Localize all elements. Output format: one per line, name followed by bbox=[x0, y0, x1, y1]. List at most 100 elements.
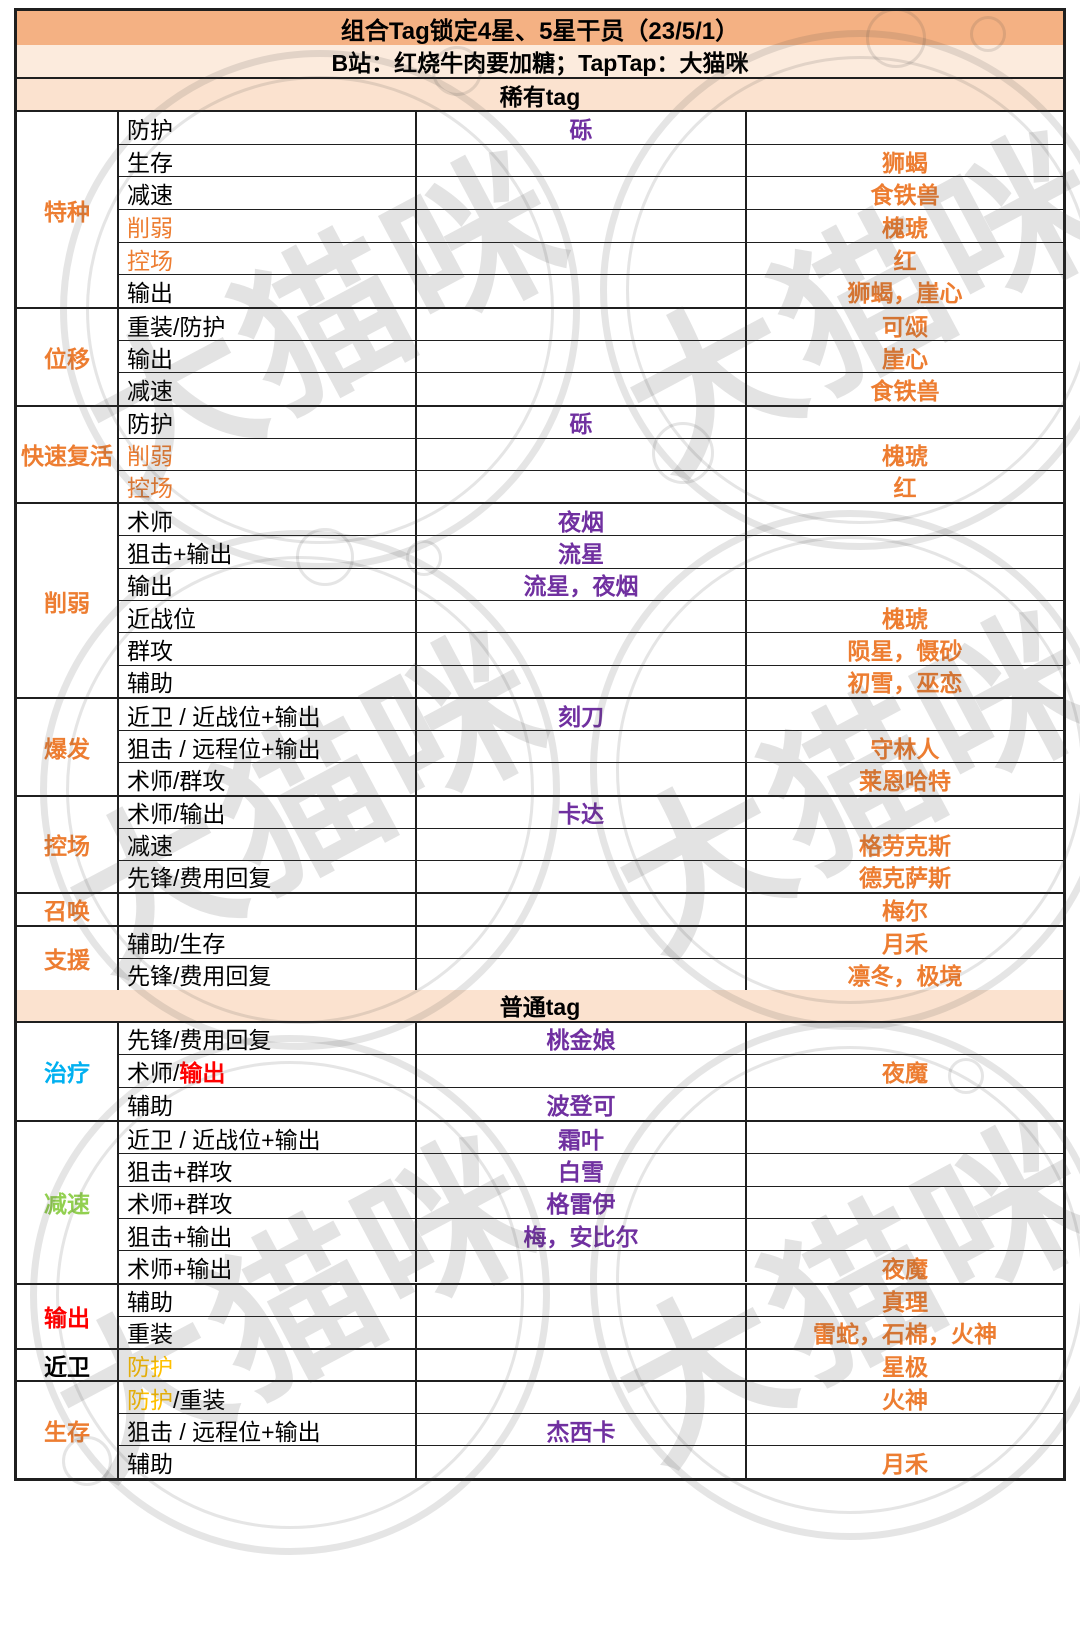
category-group: 召唤 梅尔 bbox=[17, 892, 1063, 925]
star5-operator-cell: 狮蝎，崖心 bbox=[747, 275, 1063, 307]
star4-operator-cell bbox=[417, 731, 747, 763]
tag-cell: 防护 bbox=[119, 112, 417, 144]
category-cell: 特种 bbox=[17, 112, 119, 307]
tag-label: 输出 bbox=[127, 280, 173, 307]
star4-operator-cell bbox=[417, 1284, 747, 1316]
star4-operator-cell bbox=[417, 958, 747, 990]
star4-operator-cell bbox=[417, 894, 747, 925]
category-cell: 控场 bbox=[17, 796, 119, 892]
tag-cell: 辅助/生存 bbox=[119, 926, 417, 958]
category-group: 减速 近卫 / 近战位+输出 霜叶 狙击+群攻 白雪 术师+群攻 格雷伊 狙击+输出 梅，安比尔… bbox=[17, 1120, 1063, 1283]
category-cell: 支援 bbox=[17, 926, 119, 990]
tag-cell: 术师/输出 bbox=[119, 1055, 417, 1088]
star4-operator-name: 白雪 bbox=[558, 1158, 604, 1185]
table-row: 狙击 / 远程位+输出 杰西卡 bbox=[119, 1413, 1063, 1446]
star4-operator-cell bbox=[417, 1055, 747, 1088]
tag-cell: 减速 bbox=[119, 828, 417, 860]
star5-operator-cell: 莱恩哈特 bbox=[747, 763, 1063, 794]
star5-operator-cell: 雷蛇，石棉，火神 bbox=[747, 1317, 1063, 1348]
table-row: 防护 星极 bbox=[119, 1349, 1063, 1380]
star4-operator-name: 砾 bbox=[569, 116, 593, 143]
table-row: 减速 食铁兽 bbox=[119, 372, 1063, 405]
table-row: 输出 流星，夜烟 bbox=[119, 567, 1063, 600]
table-row: 削弱 槐琥 bbox=[119, 209, 1063, 242]
category-cell: 输出 bbox=[17, 1284, 119, 1348]
tag-label: 术师 bbox=[127, 508, 173, 535]
star4-operator-name: 流星 bbox=[558, 541, 604, 567]
table-row: 输出 崖心 bbox=[119, 340, 1063, 373]
tag-label: 输出 bbox=[127, 573, 173, 600]
star4-operator-cell: 夜烟 bbox=[417, 504, 747, 536]
star5-operator-cell: 食铁兽 bbox=[747, 373, 1063, 404]
tag-label: 辅助 bbox=[127, 1289, 173, 1315]
category-group: 输出 辅助 真理 重装 雷蛇，石棉，火神 bbox=[17, 1282, 1063, 1348]
star4-operator-cell bbox=[417, 1446, 747, 1478]
tag-cell: 防护/重装 bbox=[119, 1382, 417, 1414]
star5-operator-cell: 狮蝎 bbox=[747, 145, 1063, 177]
table-row: 辅助 月禾 bbox=[119, 1445, 1063, 1478]
star5-operator-name: 夜魔 bbox=[882, 1255, 928, 1282]
star5-operator-name: 真理 bbox=[882, 1289, 928, 1315]
table-row: 先锋/费用回复 德克萨斯 bbox=[119, 859, 1063, 893]
table-body: 稀有tag 特种 防护砾生存 狮蝎 减速 食铁兽 削弱 槐琥 控场红输出 狮蝎，崖心 位移 重装/防护… bbox=[17, 79, 1063, 1478]
star4-operator-cell: 杰西卡 bbox=[417, 1414, 747, 1446]
tag-cell: 辅助 bbox=[119, 1446, 417, 1478]
tag-cell: 防护 bbox=[119, 1349, 417, 1380]
tag-cell: 狙击+输出 bbox=[119, 536, 417, 568]
star5-operator-name: 初雪，巫恋 bbox=[847, 670, 963, 697]
tag-cell: 削弱 bbox=[119, 210, 417, 242]
star4-operator-cell: 霜叶 bbox=[417, 1122, 747, 1154]
category-cell: 近卫 bbox=[17, 1349, 119, 1380]
star4-operator-cell bbox=[417, 763, 747, 795]
tag-cell: 狙击 / 远程位+输出 bbox=[119, 731, 417, 763]
star5-operator-name: 德克萨斯 bbox=[859, 865, 951, 892]
star4-operator-name: 格雷伊 bbox=[546, 1191, 616, 1218]
tag-label: 术师/输出 bbox=[127, 801, 226, 828]
category-label: 输出 bbox=[44, 1305, 90, 1331]
star4-operator-cell bbox=[417, 665, 747, 697]
tag-cell: 近卫 / 近战位+输出 bbox=[119, 1122, 417, 1154]
star5-operator-name: 月禾 bbox=[882, 1450, 928, 1477]
tag-label: 辅助 bbox=[127, 1450, 173, 1477]
star4-operator-name: 霜叶 bbox=[558, 1126, 604, 1153]
tag-cell: 控场 bbox=[119, 242, 417, 275]
star5-operator-name: 红 bbox=[893, 247, 917, 274]
tag-cell: 减速 bbox=[119, 177, 417, 210]
category-group: 爆发 近卫 / 近战位+输出 刻刀 狙击 / 远程位+输出 守林人 术师/群攻 莱恩哈特 bbox=[17, 697, 1063, 795]
star4-operator-cell bbox=[417, 470, 747, 503]
table-row: 先锋/费用回复 凛冬，极境 bbox=[119, 957, 1063, 990]
category-label: 减速 bbox=[44, 1191, 90, 1218]
star5-operator-cell: 夜魔 bbox=[747, 1251, 1063, 1282]
category-group: 削弱 术师 夜烟 狙击+输出 流星 输出 流星，夜烟 近战位 槐琥 群攻 陨星，慑砂 辅助 初雪，巫恋 bbox=[17, 502, 1063, 697]
star4-operator-cell: 刻刀 bbox=[417, 699, 747, 731]
star5-operator-cell bbox=[747, 1023, 1063, 1055]
table-row: 近战位 槐琥 bbox=[119, 599, 1063, 633]
tag-cell: 狙击 / 远程位+输出 bbox=[119, 1414, 417, 1446]
star4-operator-cell bbox=[417, 341, 747, 373]
star5-operator-cell: 火神 bbox=[747, 1382, 1063, 1413]
table-row: 控场 红 bbox=[119, 241, 1063, 275]
tag-label: 狙击 / 远程位+输出 bbox=[127, 1418, 321, 1445]
star4-operator-cell bbox=[417, 242, 747, 275]
tag-label: 辅助 bbox=[127, 1093, 173, 1120]
category-cell: 生存 bbox=[17, 1382, 119, 1478]
star4-operator-name: 刻刀 bbox=[558, 703, 604, 730]
tag-cell: 输出 bbox=[119, 341, 417, 373]
star5-operator-cell bbox=[747, 1154, 1063, 1185]
star5-operator-name: 陨星，慑砂 bbox=[847, 637, 963, 664]
star5-operator-cell bbox=[747, 1219, 1063, 1250]
tag-label: 减速 bbox=[127, 377, 173, 404]
star5-operator-name: 守林人 bbox=[870, 735, 940, 762]
star4-operator-cell: 流星 bbox=[417, 536, 747, 568]
tag-cell bbox=[119, 894, 417, 925]
category-group: 近卫 防护 星极 bbox=[17, 1347, 1063, 1380]
star4-operator-cell bbox=[417, 275, 747, 308]
star4-operator-cell: 格雷伊 bbox=[417, 1186, 747, 1218]
category-label: 生存 bbox=[44, 1418, 90, 1445]
star4-operator-cell bbox=[417, 438, 747, 470]
star4-operator-cell: 砾 bbox=[417, 112, 747, 144]
star5-operator-cell: 初雪，巫恋 bbox=[747, 666, 1063, 697]
star5-operator-cell: 槐琥 bbox=[747, 439, 1063, 470]
category-cell: 治疗 bbox=[17, 1022, 119, 1120]
category-label: 控场 bbox=[44, 833, 90, 860]
